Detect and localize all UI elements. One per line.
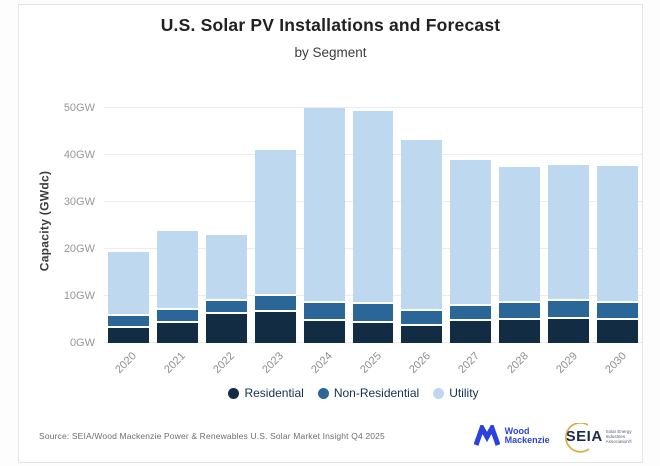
bar-2023: 2023 xyxy=(254,99,296,376)
bar-segment-2028-non-residential xyxy=(499,303,541,320)
y-tick-label: 50GW xyxy=(63,102,95,114)
bar-segment-2026-utility xyxy=(401,140,443,311)
bar-segment-2030-residential xyxy=(597,319,638,343)
bar-2024: 2024 xyxy=(303,99,345,376)
bar-2020: 2020 xyxy=(108,99,149,376)
seia-tagline-line3: Association® xyxy=(605,439,632,444)
footer: Source: SEIA/Wood Mackenzie Power & Rene… xyxy=(39,416,632,456)
seia-tagline: Solar Energy Industries Association® xyxy=(606,428,632,444)
bar-segment-2026-non-residential xyxy=(401,310,443,326)
woodmac-line1: Wood xyxy=(504,426,530,436)
x-axis-label-2023: 2023 xyxy=(260,350,287,376)
bar-2027: 2027 xyxy=(450,99,492,376)
bar-segment-2029-non-residential xyxy=(548,301,590,319)
x-axis-label-2027: 2027 xyxy=(455,350,482,376)
bar-segment-2022-residential xyxy=(205,314,247,343)
footer-logos: Wood Mackenzie SEIA Solar Energy Industr… xyxy=(473,422,632,453)
bar-segment-2027-residential xyxy=(450,321,492,343)
x-axis-label-2025: 2025 xyxy=(358,350,384,376)
legend-label: Residential xyxy=(244,386,304,400)
bar-segment-2028-residential xyxy=(499,319,541,343)
bar-segment-2026-residential xyxy=(401,325,443,343)
bar-segment-2027-non-residential xyxy=(450,306,492,322)
x-axis-label-2020: 2020 xyxy=(113,350,140,376)
bar-segment-2030-non-residential xyxy=(597,302,638,320)
legend-dot-icon xyxy=(433,387,445,399)
y-tick-label: 20GW xyxy=(63,243,95,255)
wood-mackenzie-mark-icon xyxy=(473,425,500,446)
x-axis-label-2030: 2030 xyxy=(602,350,629,376)
seia-logo: SEIA Solar Energy Industries Association… xyxy=(564,422,632,453)
legend-label: Non-Residential xyxy=(333,386,420,400)
y-tick-label: 0GW xyxy=(69,337,95,349)
legend-item-utility: Utility xyxy=(433,386,479,400)
bar-segment-2020-residential xyxy=(108,327,149,343)
wood-mackenzie-logo: Wood Mackenzie xyxy=(473,425,550,447)
plot-area: 0GW 10GW 20GW 30GW 40GW 50GW 2020 2021 2022 2023 2… xyxy=(64,99,642,376)
seia-tagline-line1: Solar Energy xyxy=(605,429,632,434)
bar-segment-2025-residential xyxy=(352,322,394,343)
bar-2029: 2029 xyxy=(548,99,590,376)
bar-segment-2029-residential xyxy=(548,318,590,343)
bar-segment-2024-non-residential xyxy=(303,302,345,322)
bar-segment-2022-utility xyxy=(205,235,247,301)
y-tick-label: 10GW xyxy=(63,290,95,302)
bar-segment-2020-non-residential xyxy=(108,315,149,328)
x-axis-label-2024: 2024 xyxy=(309,350,336,376)
woodmac-line2: Mackenzie xyxy=(504,435,550,445)
x-axis-label-2026: 2026 xyxy=(407,350,433,376)
bar-segment-2023-non-residential xyxy=(254,295,296,312)
legend-dot-icon xyxy=(228,387,240,399)
bar-2028: 2028 xyxy=(499,99,541,376)
bar-segment-2024-utility xyxy=(303,108,345,303)
bar-segment-2020-utility xyxy=(108,251,149,316)
bar-segment-2021-utility xyxy=(156,231,198,311)
chart-card: U.S. Solar PV Installations and Forecast… xyxy=(18,4,643,463)
legend-item-non-residential: Non-Residential xyxy=(317,386,420,400)
wood-mackenzie-wordmark: Wood Mackenzie xyxy=(505,427,550,445)
bars-container: 2020 2021 2022 2023 2024 2025 2026 2027 2028 2029… xyxy=(104,99,642,376)
bar-segment-2023-utility xyxy=(254,150,296,296)
source-note: Source: SEIA/Wood Mackenzie Power & Rene… xyxy=(39,431,385,441)
bar-segment-2028-utility xyxy=(499,167,541,304)
gridline-50GW xyxy=(104,107,642,108)
bar-segment-2027-utility xyxy=(450,160,492,307)
bar-segment-2025-utility xyxy=(352,111,394,305)
bar-segment-2021-residential xyxy=(156,323,198,343)
bar-segment-2021-non-residential xyxy=(156,310,198,324)
bar-segment-2030-utility xyxy=(597,166,638,303)
bar-segment-2025-non-residential xyxy=(352,304,394,323)
bar-segment-2024-residential xyxy=(303,321,345,343)
x-axis-label-2021: 2021 xyxy=(162,350,189,376)
legend-label: Utility xyxy=(449,386,479,400)
bar-segment-2023-residential xyxy=(254,311,296,343)
bar-segment-2029-utility xyxy=(548,165,590,302)
bar-segment-2022-non-residential xyxy=(205,300,247,315)
x-axis-label-2028: 2028 xyxy=(504,350,531,376)
y-axis-title-text: Capacity (GWdc) xyxy=(37,170,52,272)
legend: Residential Non-Residential Utility xyxy=(19,386,642,400)
bar-2022: 2022 xyxy=(205,99,247,376)
y-tick-label: 30GW xyxy=(63,196,95,208)
x-axis-label-2022: 2022 xyxy=(211,350,238,376)
bar-2025: 2025 xyxy=(352,99,394,376)
y-tick-label: 40GW xyxy=(63,149,95,161)
legend-dot-icon xyxy=(317,387,329,399)
bar-2021: 2021 xyxy=(156,99,198,376)
chart-title: U.S. Solar PV Installations and Forecast xyxy=(160,15,501,35)
legend-item-residential: Residential xyxy=(228,386,304,400)
bar-2030: 2030 xyxy=(597,99,638,376)
seia-arc-icon xyxy=(564,422,590,453)
x-axis-label-2029: 2029 xyxy=(553,350,580,376)
seia-tagline-line2: Industries xyxy=(605,434,626,439)
chart-subtitle: by Segment xyxy=(294,45,367,60)
y-axis-title: Capacity (GWdc) xyxy=(33,99,55,343)
seia-wordmark: SEIA xyxy=(565,427,603,445)
bar-2026: 2026 xyxy=(401,99,443,376)
